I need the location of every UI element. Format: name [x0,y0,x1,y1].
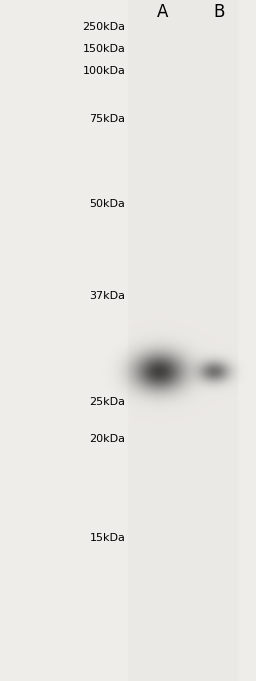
Text: A: A [157,3,168,21]
Text: B: B [213,3,225,21]
Text: 20kDa: 20kDa [89,434,125,444]
Text: 150kDa: 150kDa [83,44,125,54]
Text: 50kDa: 50kDa [90,200,125,209]
Text: 100kDa: 100kDa [83,66,125,76]
Text: 37kDa: 37kDa [89,291,125,301]
Text: 25kDa: 25kDa [89,397,125,407]
Text: 250kDa: 250kDa [82,22,125,32]
Text: 15kDa: 15kDa [90,533,125,543]
Text: 75kDa: 75kDa [89,114,125,124]
